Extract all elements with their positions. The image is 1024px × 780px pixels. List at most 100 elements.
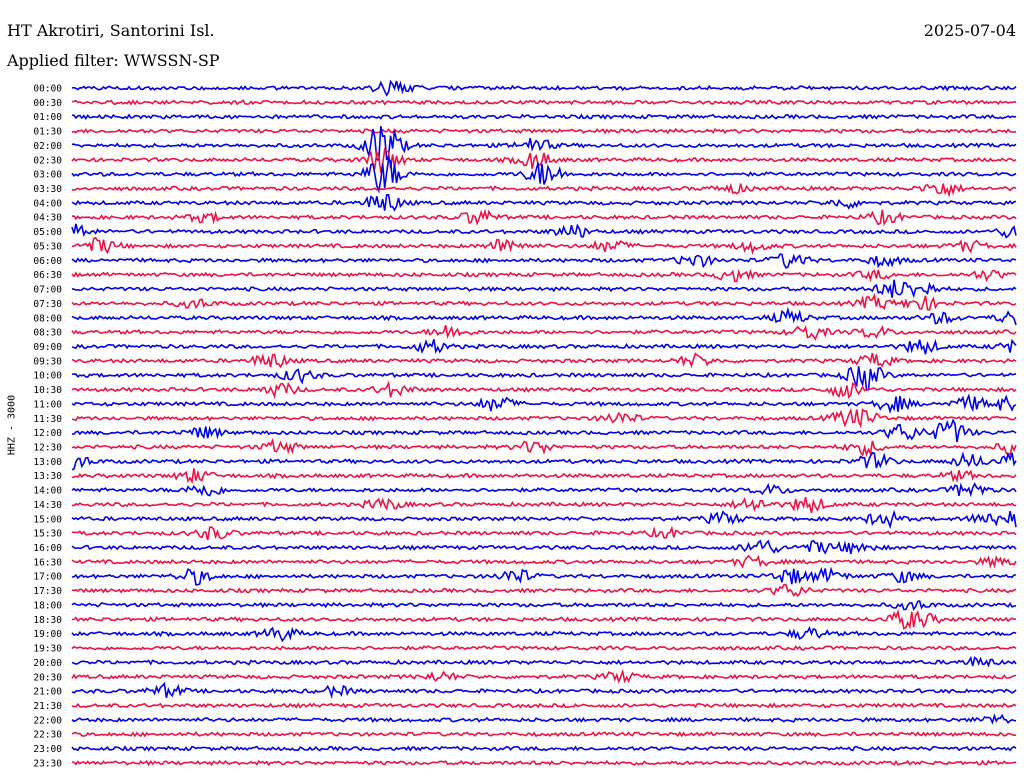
- time-tick-label: 14:00: [33, 486, 62, 497]
- time-tick-label: 17:00: [33, 572, 62, 583]
- time-tick-label: 07:30: [33, 299, 62, 310]
- time-tick-label: 04:00: [33, 198, 62, 209]
- seismic-trace-0100: [71, 113, 1017, 120]
- seismic-trace-0230: [71, 147, 1017, 173]
- time-tick-label: 16:30: [33, 557, 62, 568]
- time-tick-label: 08:30: [33, 328, 62, 339]
- time-tick-label: 22:00: [33, 715, 62, 726]
- seismic-trace-2230: [71, 731, 1017, 738]
- time-tick-label: 23:00: [33, 744, 62, 755]
- seismic-trace-1530: [71, 525, 1017, 541]
- time-tick-label: 07:00: [33, 285, 62, 296]
- time-tick-label: 21:30: [33, 701, 62, 712]
- seismic-trace-1130: [71, 407, 1017, 429]
- seismic-trace-0400: [71, 193, 1017, 212]
- time-tick-label: 16:00: [33, 543, 62, 554]
- seismic-trace-1300: [71, 451, 1017, 471]
- time-tick-label: 09:00: [33, 342, 62, 353]
- time-tick-label: 06:00: [33, 256, 62, 267]
- seismic-trace-0200: [71, 126, 1017, 162]
- seismic-trace-0830: [71, 325, 1017, 341]
- time-tick-label: 04:30: [33, 213, 62, 224]
- seismic-trace-2300: [71, 745, 1017, 752]
- seismic-trace-1400: [71, 482, 1017, 498]
- time-tick-label: 18:30: [33, 615, 62, 626]
- time-tick-label: 10:00: [33, 371, 62, 382]
- seismic-trace-0900: [71, 338, 1017, 355]
- time-tick-label: 03:30: [33, 184, 62, 195]
- seismic-trace-1500: [71, 509, 1017, 530]
- seismic-trace-2000: [71, 655, 1017, 668]
- time-tick-label: 17:30: [33, 586, 62, 597]
- seismic-trace-2130: [71, 702, 1017, 709]
- time-tick-label: 01:30: [33, 127, 62, 138]
- seismic-trace-0030: [71, 99, 1017, 106]
- seismic-trace-0530: [71, 236, 1017, 255]
- seismic-trace-0430: [71, 208, 1017, 227]
- seismic-trace-1730: [71, 583, 1017, 598]
- seismic-trace-0000: [71, 79, 1017, 97]
- seismic-trace-2100: [71, 681, 1017, 699]
- seismic-trace-1800: [71, 600, 1017, 611]
- filter-label: Applied filter: WWSSN-SP: [7, 51, 220, 70]
- seismic-trace-1200: [71, 418, 1017, 443]
- time-tick-label: 15:00: [33, 514, 62, 525]
- seismic-trace-1930: [71, 644, 1017, 652]
- seismic-trace-1600: [71, 539, 1017, 555]
- seismic-trace-2200: [71, 713, 1017, 725]
- time-tick-label: 14:30: [33, 500, 62, 511]
- time-tick-label: 11:00: [33, 399, 62, 410]
- seismic-trace-0600: [71, 253, 1017, 269]
- seismic-trace-1700: [71, 566, 1016, 586]
- time-tick-label: 02:00: [33, 141, 62, 152]
- seismic-trace-1430: [71, 496, 1017, 514]
- time-tick-label: 20:00: [33, 658, 62, 669]
- time-tick-label: 05:00: [33, 227, 62, 238]
- time-tick-label: 05:30: [33, 241, 62, 252]
- time-tick-label: 19:00: [33, 629, 62, 640]
- time-tick-label: 12:30: [33, 443, 62, 454]
- seismic-trace-1830: [71, 608, 1017, 630]
- time-tick-label: 21:00: [33, 687, 62, 698]
- seismic-trace-0730: [71, 292, 1017, 311]
- seismic-trace-1230: [71, 437, 1017, 457]
- time-tick-label: 08:00: [33, 313, 62, 324]
- seismic-trace-1030: [71, 380, 1017, 400]
- time-tick-label: 09:30: [33, 356, 62, 367]
- seismic-trace-0700: [71, 279, 1017, 299]
- seismic-trace-2030: [71, 668, 1017, 684]
- time-tick-label: 23:30: [33, 758, 62, 769]
- time-tick-label: 03:00: [33, 170, 62, 181]
- time-tick-label: 19:30: [33, 644, 62, 655]
- seismic-trace-1100: [71, 393, 1017, 414]
- seismic-trace-0630: [71, 268, 1017, 283]
- seismic-trace-1000: [71, 366, 1017, 392]
- time-tick-label: 00:30: [33, 98, 62, 109]
- seismic-trace-1630: [71, 554, 1017, 569]
- time-tick-label: 22:30: [33, 730, 62, 741]
- seismic-trace-0930: [71, 352, 1017, 369]
- time-tick-label: 13:30: [33, 471, 62, 482]
- seismic-trace-0800: [71, 306, 1017, 326]
- time-tick-label: 15:30: [33, 529, 62, 540]
- time-tick-label: 20:30: [33, 672, 62, 683]
- seismic-trace-1900: [71, 625, 1017, 643]
- time-tick-label: 13:00: [33, 457, 62, 468]
- seismic-trace-1330: [71, 468, 1017, 485]
- seismic-trace-0330: [71, 182, 1017, 198]
- time-tick-label: 06:30: [33, 270, 62, 281]
- time-tick-label: 10:30: [33, 385, 62, 396]
- seismic-trace-0300: [71, 157, 1017, 194]
- station-title: HT Akrotiri, Santorini Isl.: [7, 21, 215, 40]
- seismic-trace-2330: [71, 759, 1016, 767]
- time-tick-label: 00:00: [33, 84, 62, 95]
- seismic-trace-0130: [71, 127, 1017, 135]
- time-tick-label: 11:30: [33, 414, 62, 425]
- time-tick-label: 01:00: [33, 112, 62, 123]
- record-date: 2025-07-04: [923, 21, 1016, 40]
- time-tick-label: 12:00: [33, 428, 62, 439]
- time-tick-label: 18:00: [33, 600, 62, 611]
- seismic-trace-0500: [71, 223, 1017, 239]
- time-tick-label: 02:30: [33, 155, 62, 166]
